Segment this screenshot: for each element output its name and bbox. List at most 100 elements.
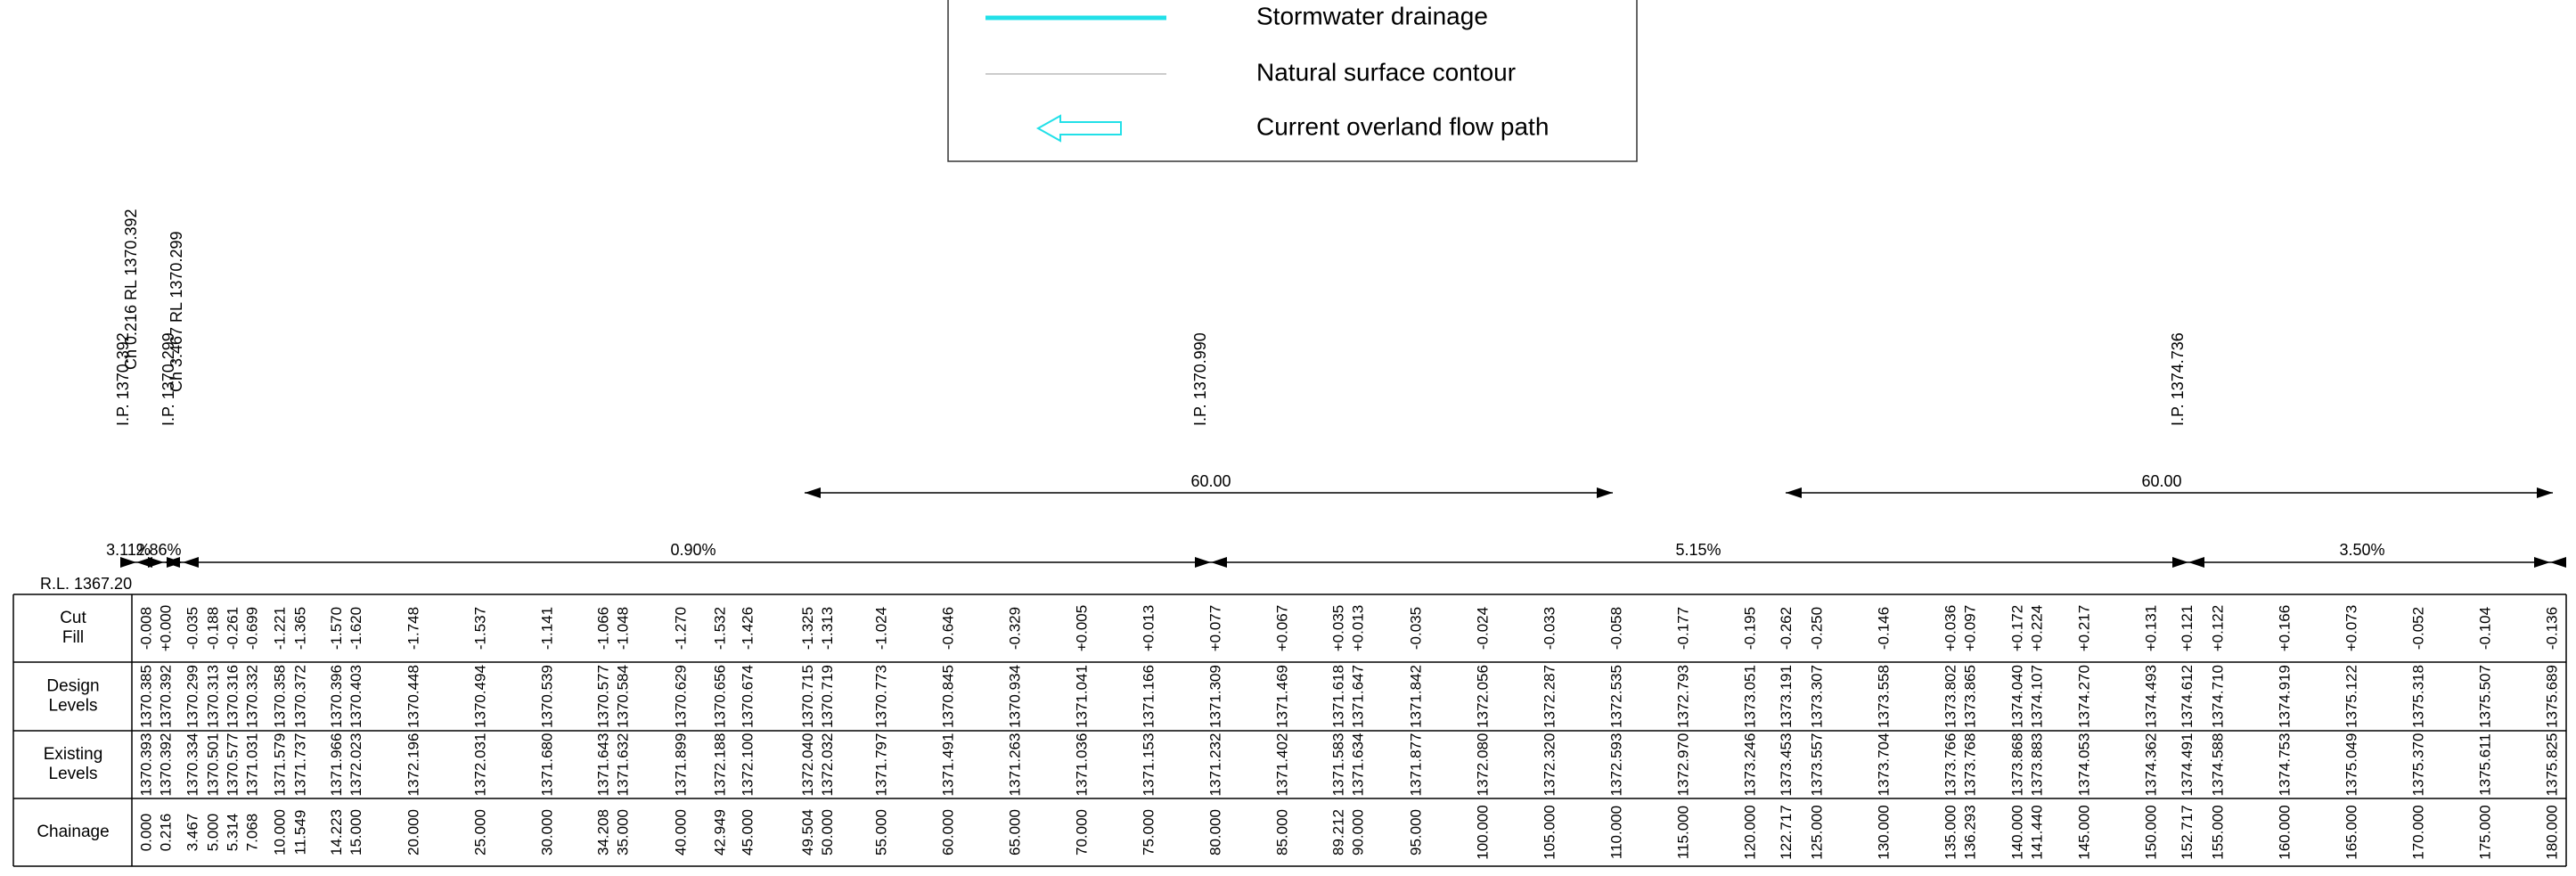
cell-value: 1371.036: [1073, 733, 1090, 797]
cell-value: 1370.396: [328, 665, 345, 728]
cell-value: 1371.469: [1273, 665, 1290, 728]
cell-value: -0.052: [2409, 607, 2426, 650]
arrow-head: [2188, 557, 2204, 568]
cell-value: 1374.362: [2142, 733, 2159, 797]
cell-value: 1372.023: [348, 733, 364, 797]
cell-value: 1372.535: [1607, 665, 1624, 728]
arrow-head: [2550, 557, 2566, 568]
arrow-head: [1195, 557, 1211, 568]
cell-value: +0.067: [1273, 605, 1290, 651]
cell-value: 1371.263: [1006, 733, 1023, 797]
cell-value: 89.212: [1330, 809, 1347, 856]
cell-value: 1374.107: [2028, 665, 2045, 728]
cell-value: -0.104: [2476, 607, 2493, 650]
cell-value: 1371.737: [292, 733, 309, 797]
cell-value: 1374.040: [2008, 665, 2025, 728]
cell-value: 1375.689: [2543, 665, 2560, 728]
cell-value: +0.005: [1073, 605, 1090, 651]
cell-value: -0.250: [1808, 607, 1825, 650]
cell-value: 145.000: [2075, 805, 2092, 859]
cell-value: 1373.246: [1741, 733, 1758, 797]
row-header: Design: [46, 677, 99, 696]
cell-value: +0.073: [2343, 605, 2359, 651]
ip-label: I.P. 1374.736: [2169, 332, 2187, 426]
cell-value: 1371.842: [1407, 665, 1424, 728]
row-header: Chainage: [37, 823, 109, 841]
cell-value: -1.325: [799, 607, 816, 650]
cell-value: 1370.392: [157, 733, 174, 797]
cell-value: 120.000: [1741, 805, 1758, 859]
cell-value: -0.261: [224, 607, 241, 650]
cell-value: 160.000: [2276, 805, 2293, 859]
cell-value: -1.620: [348, 607, 364, 650]
arrow-head: [1597, 487, 1613, 498]
datum-label: R.L. 1367.20: [40, 575, 132, 593]
cell-value: 1373.766: [1942, 733, 1959, 797]
cell-value: 1370.299: [184, 665, 200, 728]
ip-label: I.P. 1370.392: [114, 332, 132, 426]
cell-value: 1371.877: [1407, 733, 1424, 797]
cell-value: -0.329: [1006, 607, 1023, 650]
cell-value: 14.223: [328, 809, 345, 856]
cell-value: 1373.802: [1942, 665, 1959, 728]
cell-value: 1370.629: [672, 665, 689, 728]
cell-value: 170.000: [2409, 805, 2426, 859]
cell-value: 115.000: [1674, 806, 1691, 859]
cell-value: 180.000: [2543, 805, 2560, 859]
arrow-head: [2172, 557, 2188, 568]
cell-value: 1370.577: [224, 733, 241, 797]
cell-value: 1372.320: [1541, 733, 1558, 797]
cell-value: 30.000: [538, 809, 555, 856]
cell-value: -0.699: [243, 607, 260, 650]
cell-value: 1371.491: [939, 733, 956, 797]
cell-value: -0.136: [2543, 607, 2560, 650]
cell-value: 1372.593: [1607, 733, 1624, 797]
cell-value: 50.000: [819, 809, 836, 856]
cell-value: 1375.825: [2543, 733, 2560, 797]
cell-value: 1372.032: [819, 733, 836, 797]
cell-value: +0.035: [1330, 605, 1347, 651]
cell-value: 152.717: [2179, 805, 2196, 859]
cell-value: 1372.196: [405, 733, 421, 797]
cell-value: 135.000: [1942, 805, 1959, 859]
cell-value: 1371.966: [328, 733, 345, 797]
cell-value: -1.537: [471, 607, 488, 650]
row-header: Existing: [44, 745, 103, 764]
cell-value: 175.000: [2476, 805, 2493, 859]
cell-value: 1372.970: [1674, 733, 1691, 797]
grade-label: 5.15%: [1675, 541, 1721, 559]
cell-value: -0.188: [204, 607, 221, 650]
cell-value: -0.058: [1607, 607, 1624, 650]
cell-value: 1370.334: [184, 733, 200, 797]
ip-label: I.P. 1370.990: [1191, 332, 1209, 426]
cell-value: 1375.049: [2343, 733, 2359, 797]
cell-value: 1372.287: [1541, 665, 1558, 728]
cell-value: 1371.232: [1206, 733, 1223, 797]
cell-value: 155.000: [2209, 805, 2226, 859]
cell-value: 40.000: [672, 809, 689, 856]
cell-value: 15.000: [348, 809, 364, 856]
cell-value: 1374.710: [2209, 665, 2226, 728]
arrow-head: [2537, 487, 2553, 498]
cell-value: 1374.270: [2075, 665, 2092, 728]
cell-value: 3.467: [184, 814, 200, 852]
row-header: Levels: [49, 765, 98, 783]
cell-value: 1371.634: [1350, 733, 1367, 797]
cell-value: 1371.632: [615, 733, 632, 797]
row-header: Fill: [62, 628, 84, 647]
cell-value: 1370.393: [137, 733, 154, 797]
ip-label: Ch 0.216 RL 1370.392: [122, 209, 140, 370]
cell-value: -1.270: [672, 607, 689, 650]
cell-value: 1373.883: [2028, 733, 2045, 797]
grade-label: 3.11%: [106, 541, 151, 559]
cell-value: 45.000: [739, 809, 756, 856]
cell-value: 70.000: [1073, 809, 1090, 856]
cell-value: -1.313: [819, 607, 836, 650]
cell-value: 1370.656: [712, 665, 729, 728]
cell-value: +0.166: [2276, 605, 2293, 651]
cell-value: 1374.919: [2276, 665, 2293, 728]
cell-value: 1371.680: [538, 733, 555, 797]
cell-value: -1.426: [739, 607, 756, 650]
table: CutFillDesignLevelsExistingLevelsChainag…: [12, 594, 2567, 867]
